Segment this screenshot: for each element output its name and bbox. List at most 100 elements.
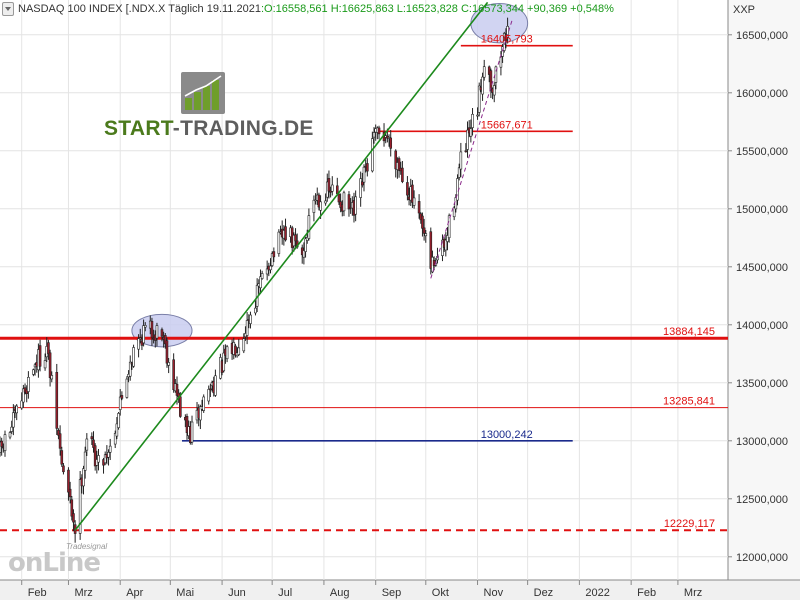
candle-body[interactable] [389, 137, 393, 149]
candle-body[interactable] [97, 455, 100, 463]
candle-body[interactable] [70, 499, 74, 517]
candle-body[interactable] [107, 452, 110, 458]
candle-body[interactable] [10, 426, 13, 432]
candle-body[interactable] [457, 167, 461, 178]
candle-body[interactable] [164, 335, 167, 345]
candle-body[interactable] [501, 46, 504, 57]
candle-body[interactable] [447, 215, 451, 239]
candle-body[interactable] [324, 200, 327, 204]
candle-body[interactable] [506, 25, 509, 38]
candle-body[interactable] [312, 199, 316, 213]
candle-body[interactable] [269, 265, 272, 271]
candle-body[interactable] [90, 436, 94, 440]
candle-body[interactable] [15, 405, 18, 414]
candle-body[interactable] [199, 406, 202, 421]
candle-body[interactable] [8, 432, 12, 438]
candle-body[interactable] [27, 377, 30, 392]
candle-body[interactable] [150, 320, 154, 338]
candle-body[interactable] [3, 434, 7, 451]
candle-body[interactable] [38, 345, 42, 367]
candle-body[interactable] [481, 76, 484, 95]
candle-body[interactable] [128, 361, 132, 377]
candle-body[interactable] [209, 388, 212, 391]
candle-body[interactable] [342, 192, 346, 212]
candle-body[interactable] [359, 178, 362, 198]
candle-body[interactable] [482, 66, 486, 78]
candle-body[interactable] [245, 320, 249, 336]
candle-body[interactable] [371, 138, 374, 172]
candle-body[interactable] [78, 479, 82, 534]
candle-body[interactable] [185, 416, 189, 434]
candle-body[interactable] [50, 375, 54, 380]
candle-body[interactable] [142, 325, 145, 344]
candle-body[interactable] [172, 359, 175, 391]
candle-body[interactable] [377, 127, 381, 135]
candle-body[interactable] [366, 163, 369, 172]
candle-body[interactable] [47, 342, 50, 355]
candle-body[interactable] [254, 307, 257, 314]
candle-body[interactable] [62, 465, 65, 473]
candle-body[interactable] [0, 441, 2, 453]
candle-body[interactable] [397, 158, 401, 171]
candle-body[interactable] [406, 182, 409, 196]
candle-body[interactable] [466, 129, 469, 150]
candle-body[interactable] [43, 360, 47, 369]
candle-body[interactable] [412, 197, 416, 206]
candle-body[interactable] [327, 178, 331, 192]
candle-body[interactable] [175, 383, 179, 396]
candle-body[interactable] [57, 430, 60, 436]
candle-body[interactable] [242, 338, 246, 352]
candle-body[interactable] [422, 227, 426, 234]
candle-body[interactable] [160, 329, 164, 337]
candle-body[interactable] [459, 151, 463, 170]
candle-body[interactable] [476, 114, 479, 117]
candle-body[interactable] [429, 231, 433, 269]
candle-body[interactable] [85, 438, 89, 451]
candle-body[interactable] [120, 395, 124, 399]
candle-body[interactable] [452, 207, 456, 218]
candle-body[interactable] [202, 396, 206, 411]
candle-body[interactable] [140, 340, 144, 346]
candle-body[interactable] [143, 325, 147, 328]
candle-body[interactable] [68, 488, 72, 498]
candle-body[interactable] [401, 167, 404, 182]
candle-body[interactable] [330, 184, 334, 192]
candle-body[interactable] [394, 150, 398, 170]
candle-body[interactable] [190, 421, 194, 443]
candle-body[interactable] [214, 375, 217, 396]
candle-body[interactable] [260, 273, 264, 279]
candle-body[interactable] [108, 445, 112, 453]
candle-body[interactable] [48, 352, 52, 378]
candle-body[interactable] [444, 239, 448, 251]
plot-area[interactable] [0, 0, 728, 580]
candle-body[interactable] [92, 439, 95, 448]
candle-body[interactable] [361, 181, 364, 186]
candle-body[interactable] [265, 268, 269, 275]
candle-body[interactable] [125, 378, 129, 398]
candle-body[interactable] [103, 454, 107, 464]
candle-body[interactable] [138, 337, 142, 340]
candle-body[interactable] [222, 352, 226, 372]
candle-body[interactable] [492, 85, 496, 96]
candle-body[interactable] [12, 412, 15, 428]
candle-body[interactable] [93, 445, 97, 467]
candle-body[interactable] [319, 201, 322, 211]
candle-body[interactable] [55, 372, 59, 429]
candle-body[interactable] [464, 150, 468, 153]
candle-body[interactable] [304, 238, 307, 252]
candle-body[interactable] [305, 236, 309, 241]
candle-body[interactable] [137, 338, 140, 350]
candle-body[interactable] [234, 345, 237, 356]
candle-body[interactable] [83, 451, 87, 471]
candle-body[interactable] [132, 347, 135, 367]
candle-body[interactable] [167, 362, 170, 366]
candle-body[interactable] [113, 433, 117, 445]
candle-body[interactable] [317, 194, 321, 208]
candle-body[interactable] [32, 369, 35, 375]
candle-body[interactable] [118, 396, 122, 410]
candle-body[interactable] [20, 400, 24, 409]
candle-body[interactable] [259, 276, 262, 289]
candle-body[interactable] [471, 113, 474, 128]
candle-body[interactable] [117, 413, 120, 428]
